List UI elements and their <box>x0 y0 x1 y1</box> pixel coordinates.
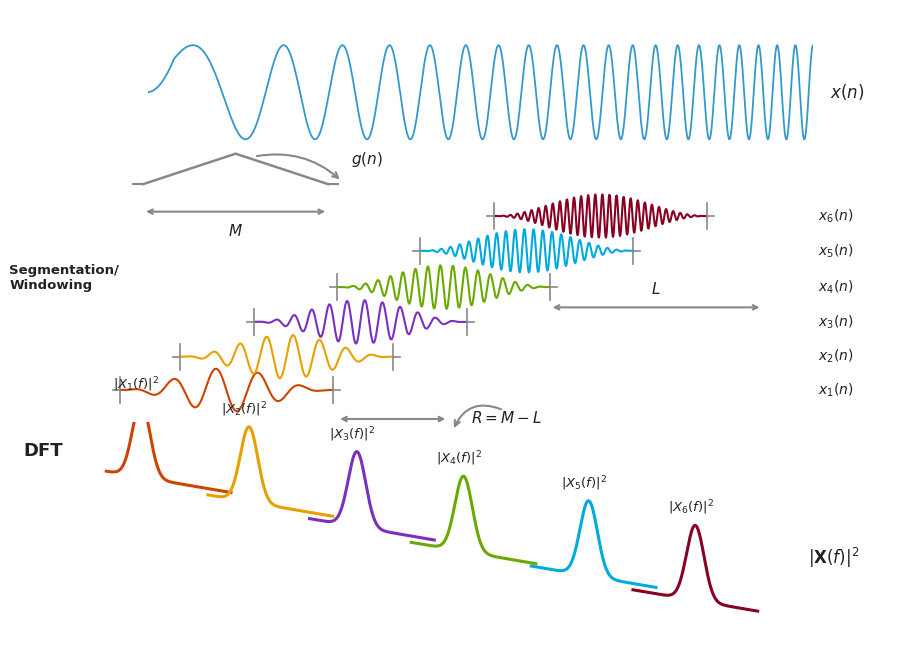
Text: $M$: $M$ <box>228 223 243 239</box>
Text: $g(n)$: $g(n)$ <box>351 150 383 169</box>
Text: $x_6(n)$: $x_6(n)$ <box>818 208 853 225</box>
Text: $x_3(n)$: $x_3(n)$ <box>818 313 853 331</box>
Text: Segmentation/
Windowing: Segmentation/ Windowing <box>9 264 119 293</box>
Text: $x_4(n)$: $x_4(n)$ <box>818 278 853 296</box>
Text: $x_1(n)$: $x_1(n)$ <box>818 382 853 399</box>
Text: $|X_4(f)|^2$: $|X_4(f)|^2$ <box>436 449 482 469</box>
Text: $|X_2(f)|^2$: $|X_2(f)|^2$ <box>222 400 268 419</box>
Text: $|X_6(f)|^2$: $|X_6(f)|^2$ <box>667 499 714 517</box>
Text: $x(n)$: $x(n)$ <box>830 82 864 102</box>
Text: $|X_3(f)|^2$: $|X_3(f)|^2$ <box>329 425 375 444</box>
Text: DFT: DFT <box>23 442 63 459</box>
Text: $|X_1(f)|^2$: $|X_1(f)|^2$ <box>114 376 160 394</box>
Text: $|\mathbf{X}(f)|^2$: $|\mathbf{X}(f)|^2$ <box>808 546 859 570</box>
Text: $|X_5(f)|^2$: $|X_5(f)|^2$ <box>561 474 607 493</box>
Text: $x_5(n)$: $x_5(n)$ <box>818 242 853 260</box>
Text: $L$: $L$ <box>651 281 661 297</box>
Text: $x_2(n)$: $x_2(n)$ <box>818 348 853 365</box>
Text: $R = M - L$: $R = M - L$ <box>471 409 542 426</box>
